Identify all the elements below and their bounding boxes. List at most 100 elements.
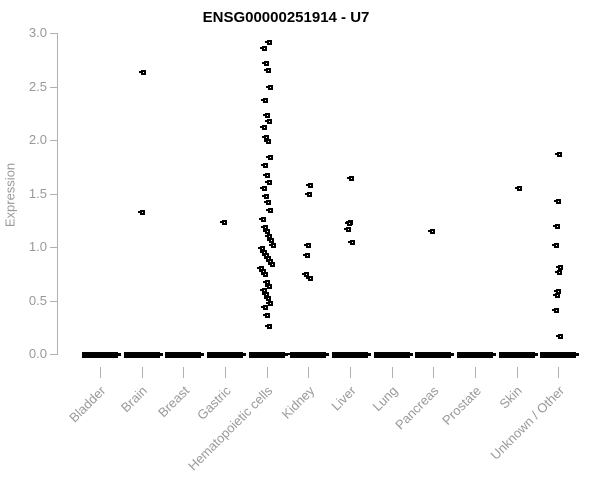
data-point: [552, 243, 559, 248]
zero-cluster-bar: [415, 352, 454, 358]
zero-cluster-bar: [499, 352, 538, 358]
data-point: [556, 265, 563, 270]
data-point: [261, 272, 268, 277]
zero-cluster-bar: [332, 352, 371, 358]
data-point: [265, 119, 272, 124]
x-category-label: Prostate: [438, 383, 484, 428]
x-category-label: Unknown / Other: [487, 383, 567, 463]
data-point: [260, 46, 267, 51]
data-point: [268, 262, 275, 267]
data-point: [553, 293, 560, 298]
data-point: [348, 240, 355, 245]
x-tick: [392, 367, 393, 378]
x-tick: [183, 367, 184, 378]
data-point: [263, 173, 270, 178]
data-point: [304, 243, 311, 248]
y-tick: [50, 301, 57, 302]
data-point: [260, 186, 267, 191]
data-point: [306, 183, 313, 188]
data-point: [266, 208, 273, 213]
y-axis-line: [57, 33, 58, 355]
data-point: [552, 308, 559, 313]
zero-cluster-bar: [124, 352, 163, 358]
data-point: [220, 220, 227, 225]
data-point: [302, 272, 309, 277]
data-point: [515, 186, 522, 191]
x-category-label: Bladder: [66, 383, 109, 426]
data-point: [263, 313, 270, 318]
data-point: [306, 276, 313, 281]
data-point: [265, 180, 272, 185]
x-category-label: Liver: [328, 383, 359, 414]
data-point: [264, 200, 271, 205]
y-tick: [50, 87, 57, 88]
data-point: [347, 176, 354, 181]
data-point: [266, 155, 273, 160]
data-point: [303, 253, 310, 258]
x-category-label: Lung: [369, 383, 401, 415]
x-category-label: Skin: [496, 383, 526, 412]
x-tick: [142, 367, 143, 378]
zero-cluster-bar: [165, 352, 204, 358]
data-point: [138, 210, 145, 215]
data-point: [262, 61, 269, 66]
data-point: [139, 70, 146, 75]
y-tick-label: 2.5: [28, 79, 47, 94]
x-tick: [100, 367, 101, 378]
data-point: [260, 125, 267, 130]
zero-cluster-bar: [249, 352, 288, 358]
data-point: [428, 229, 435, 234]
data-point: [555, 270, 562, 275]
x-tick: [350, 367, 351, 378]
chart-title: ENSG00000251914 - U7: [202, 9, 370, 26]
data-point: [265, 324, 272, 329]
zero-cluster-bar: [540, 352, 579, 358]
x-tick: [308, 367, 309, 378]
data-point: [259, 217, 266, 222]
data-point: [344, 227, 351, 232]
data-point: [263, 229, 270, 234]
data-point: [265, 284, 272, 289]
data-point: [267, 238, 274, 243]
zero-cluster-bar: [374, 352, 413, 358]
y-tick-label: 3.0: [28, 25, 47, 40]
x-tick: [225, 367, 226, 378]
x-category-label: Kidney: [278, 383, 317, 422]
y-tick: [50, 247, 57, 248]
data-point: [265, 40, 272, 45]
data-point: [261, 98, 268, 103]
data-point: [555, 152, 562, 157]
data-point: [261, 305, 268, 310]
y-tick: [50, 194, 57, 195]
data-point: [269, 243, 276, 248]
data-point: [264, 296, 271, 301]
y-tick: [50, 354, 57, 355]
y-tick-label: 0.0: [28, 346, 47, 361]
data-point: [556, 334, 563, 339]
y-tick-label: 0.5: [28, 293, 47, 308]
x-tick: [558, 367, 559, 378]
data-point: [554, 199, 561, 204]
x-tick: [433, 367, 434, 378]
x-tick: [517, 367, 518, 378]
zero-cluster-bar: [290, 352, 329, 358]
data-point: [305, 192, 312, 197]
y-tick-label: 1.5: [28, 186, 47, 201]
data-point: [264, 68, 271, 73]
y-tick-label: 2.0: [28, 132, 47, 147]
y-tick: [50, 140, 57, 141]
zero-cluster-bar: [457, 352, 496, 358]
data-point: [264, 139, 271, 144]
x-tick: [475, 367, 476, 378]
data-point: [345, 221, 352, 226]
zero-cluster-bar: [207, 352, 246, 358]
data-point: [266, 85, 273, 90]
data-point: [553, 224, 560, 229]
x-category-label: Breast: [154, 383, 192, 421]
data-point: [262, 194, 269, 199]
x-tick: [267, 367, 268, 378]
data-point: [261, 163, 268, 168]
zero-cluster-bar: [82, 352, 121, 358]
y-tick-label: 1.0: [28, 239, 47, 254]
